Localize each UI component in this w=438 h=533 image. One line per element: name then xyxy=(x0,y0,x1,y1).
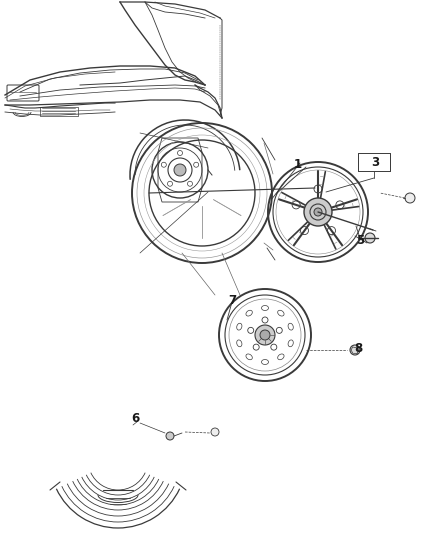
Circle shape xyxy=(365,233,375,243)
Circle shape xyxy=(211,428,219,436)
Text: 7: 7 xyxy=(228,294,236,306)
Text: 6: 6 xyxy=(131,411,139,424)
Circle shape xyxy=(166,432,174,440)
FancyBboxPatch shape xyxy=(358,153,390,171)
Circle shape xyxy=(255,325,275,345)
Text: 5: 5 xyxy=(356,233,364,246)
Text: 1: 1 xyxy=(294,158,302,172)
Circle shape xyxy=(350,345,360,355)
Text: 8: 8 xyxy=(354,342,362,354)
Circle shape xyxy=(174,164,186,176)
Text: 3: 3 xyxy=(371,156,379,168)
Circle shape xyxy=(314,208,322,216)
Circle shape xyxy=(405,193,415,203)
Circle shape xyxy=(260,330,270,340)
Circle shape xyxy=(304,198,332,226)
